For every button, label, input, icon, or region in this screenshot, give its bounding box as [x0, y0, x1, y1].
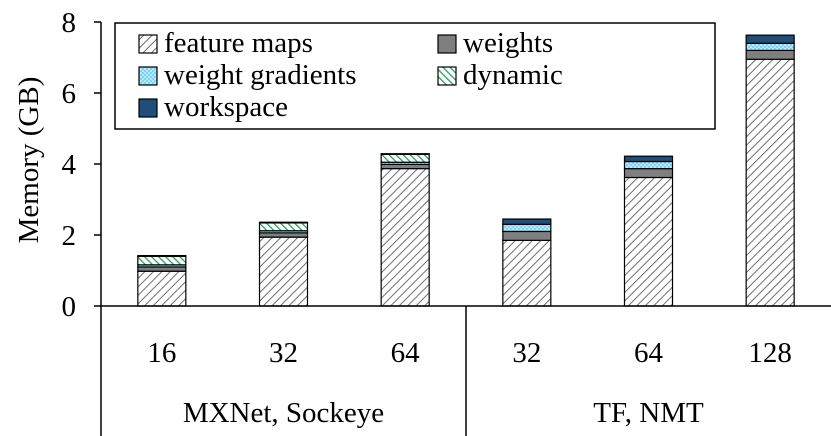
bar-segment-feature-maps: [623, 176, 674, 307]
x-tick-label: 64: [391, 337, 421, 369]
bar-segment-feature-maps: [137, 270, 187, 307]
x-axis: 16 32 64 32 64 128 MXNet, Sockeye TF, NMT: [101, 305, 831, 436]
x-tick-label: 128: [748, 337, 792, 369]
legend-label: workspace: [164, 91, 288, 123]
legend-swatch: [138, 98, 158, 118]
y-tick-label: 4: [62, 149, 77, 181]
bar-segment-weights: [745, 49, 795, 60]
legend-label: weights: [463, 27, 553, 59]
bar-segment-workspace: [258, 221, 309, 224]
bar-segment-weights: [502, 230, 552, 241]
y-tick-label: 8: [62, 7, 77, 39]
bar-segment-weights: [380, 163, 430, 170]
bar-segment-workspace: [623, 155, 674, 163]
bar-segment-dynamic: [380, 153, 430, 163]
bar-segment-dynamic: [258, 222, 309, 232]
y-tick-label: 2: [62, 220, 77, 252]
group-label: TF, NMT: [593, 397, 704, 429]
x-tick-label: 32: [512, 337, 541, 369]
legend-swatch: [138, 34, 158, 54]
bar-segment-feature-maps: [502, 239, 552, 307]
bar-segment-weight-gradients: [745, 42, 795, 51]
bar-segment-weights: [258, 232, 309, 238]
legend-label: weight gradients: [164, 59, 356, 91]
legend-swatch: [437, 66, 457, 86]
group-label: MXNet, Sockeye: [183, 397, 384, 429]
bar-segment-workspace: [745, 34, 795, 44]
bar-segment-workspace: [502, 218, 552, 225]
x-tick-label: 16: [147, 337, 176, 369]
y-axis-label: Memory (GB): [13, 77, 45, 244]
x-tick-label: 32: [269, 337, 298, 369]
bar-segment-feature-maps: [258, 236, 309, 307]
bar-segment-feature-maps: [380, 168, 430, 307]
bar-segment-dynamic: [137, 255, 187, 266]
legend-box: [114, 22, 716, 130]
bar-segment-weight-gradients: [502, 223, 552, 233]
legend: feature maps weights weight gradients dynam…: [114, 22, 716, 130]
y-axis: 0 2 4 6 8: [62, 7, 102, 436]
y-tick-label: 0: [62, 291, 77, 323]
legend-label: dynamic: [463, 59, 563, 91]
bars: [137, 34, 795, 307]
legend-swatch: [437, 34, 457, 54]
bar-segment-weight-gradients: [623, 160, 674, 170]
bar-segment-workspace: [137, 254, 187, 257]
legend-swatch: [138, 66, 158, 86]
x-tick-label: 64: [634, 337, 664, 369]
bar-segment-workspace: [380, 153, 430, 156]
bar-segment-weights: [137, 266, 187, 272]
y-tick-label: 6: [62, 78, 77, 110]
bar-segment-weights: [623, 168, 674, 179]
bar-segment-feature-maps: [745, 58, 795, 307]
legend-label: feature maps: [164, 27, 313, 59]
